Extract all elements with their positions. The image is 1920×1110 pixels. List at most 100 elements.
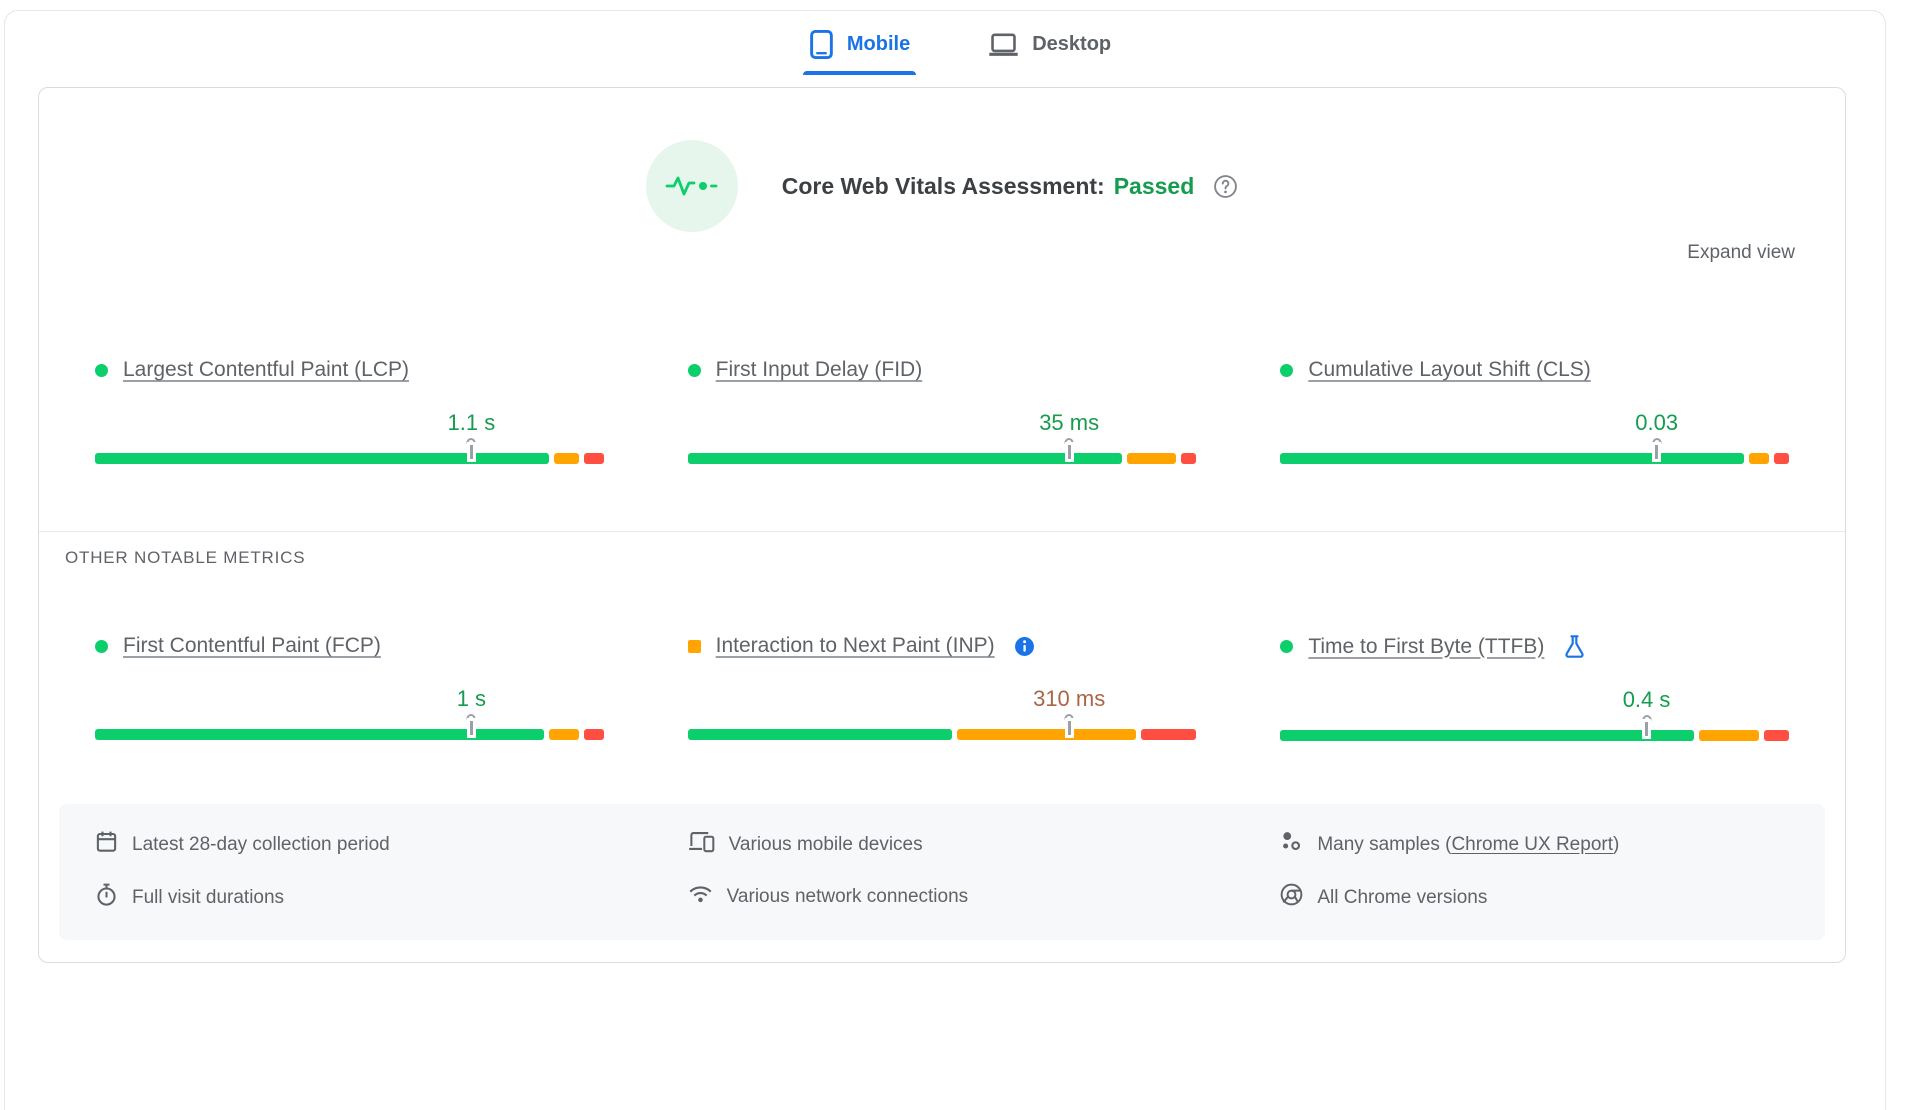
footnote-text: Full visit durations xyxy=(132,886,285,908)
footnote-samples: Many samples (Chrome UX Report) xyxy=(1280,830,1789,859)
metric-bullet xyxy=(95,363,108,377)
bar-percentile-marker xyxy=(1642,715,1652,724)
metric-value: 310 ms xyxy=(1033,686,1106,711)
bar-segment-red xyxy=(1141,729,1197,740)
core-metrics-row: Largest Contentful Paint (LCP) 1.1 s Fir… xyxy=(39,358,1845,464)
wifi-icon xyxy=(688,883,713,910)
tab-mobile[interactable]: Mobile xyxy=(802,26,917,75)
footnote-collection-period: Latest 28-day collection period xyxy=(95,830,604,859)
tab-desktop[interactable]: Desktop xyxy=(982,26,1117,75)
footnote-network-connections: Various network connections xyxy=(688,883,1197,910)
footnote-text: All Chrome versions xyxy=(1317,886,1488,908)
flask-icon[interactable] xyxy=(1563,634,1586,659)
bar-segment-green xyxy=(687,453,1122,464)
bar-segment-red xyxy=(1181,453,1197,464)
metric-bar xyxy=(1280,715,1789,741)
metric-bullet xyxy=(1280,640,1294,653)
bar-percentile-marker xyxy=(466,714,476,723)
bar-segment-green xyxy=(1280,453,1745,464)
info-icon[interactable] xyxy=(1014,636,1035,657)
bar-segment-orange xyxy=(1749,453,1770,464)
metric-value: 35 ms xyxy=(1039,410,1100,435)
metric-link-fcp[interactable]: First Contentful Paint (FCP) xyxy=(123,634,381,657)
assessment-status: Passed xyxy=(1113,172,1195,199)
help-icon[interactable] xyxy=(1213,174,1238,199)
metric-link-ttfb[interactable]: Time to First Byte (TTFB) xyxy=(1308,634,1545,658)
bar-segment-orange xyxy=(1126,453,1177,464)
metric-link-fid[interactable]: First Input Delay (FID) xyxy=(715,358,923,381)
metric-inp: Interaction to Next Paint (INP) 310 ms xyxy=(687,634,1197,741)
bar-segment-orange xyxy=(1699,730,1760,741)
expand-view-button[interactable]: Expand view xyxy=(1687,242,1795,263)
metric-cls: Cumulative Layout Shift (CLS) 0.03 xyxy=(1280,358,1789,464)
footnote-column: Latest 28-day collection period Full vis… xyxy=(95,830,604,912)
footnote-text-after: ) xyxy=(1613,833,1620,855)
metric-bar xyxy=(1280,438,1789,464)
metric-link-cls[interactable]: Cumulative Layout Shift (CLS) xyxy=(1308,358,1591,381)
metric-lcp: Largest Contentful Paint (LCP) 1.1 s xyxy=(95,358,604,464)
bar-segment-orange xyxy=(956,729,1137,740)
footnote-text: Various network connections xyxy=(726,885,969,907)
footnote-mobile-devices: Various mobile devices xyxy=(688,830,1197,859)
active-tab-indicator xyxy=(802,71,917,75)
footnote-text-before: Many samples ( xyxy=(1317,833,1452,855)
tab-label: Desktop xyxy=(1032,33,1112,55)
bar-segment-green xyxy=(1280,730,1695,741)
footnote-column: Various mobile devices Various network c… xyxy=(688,830,1197,912)
other-metrics-row: First Contentful Paint (FCP) 1 s Interac… xyxy=(39,634,1845,741)
metric-bar xyxy=(95,714,604,740)
bar-segment-red xyxy=(1764,730,1789,741)
metric-bullet xyxy=(687,363,701,377)
metric-bullet xyxy=(687,639,701,653)
footnote-column: Many samples (Chrome UX Report) All Chro… xyxy=(1280,830,1789,912)
metric-value: 1.1 s xyxy=(447,410,496,435)
metric-value: 0.03 xyxy=(1635,410,1679,435)
assessment-header: Core Web Vitals Assessment: Passed xyxy=(39,140,1845,232)
field-data-card: Core Web Vitals Assessment: Passed Expan… xyxy=(38,87,1846,963)
footnote-chrome-versions: All Chrome versions xyxy=(1280,883,1789,912)
other-metrics-heading: OTHER NOTABLE METRICS xyxy=(65,548,306,567)
metric-value: 0.4 s xyxy=(1622,687,1671,712)
bar-segment-green xyxy=(95,453,549,464)
devices-icon xyxy=(688,830,715,859)
chrome-icon xyxy=(1280,883,1303,912)
device-tab-bar: Mobile Desktop xyxy=(0,0,1920,75)
metric-bar xyxy=(687,438,1197,464)
footnote-text: Latest 28-day collection period xyxy=(132,833,390,855)
metric-bar xyxy=(95,438,604,464)
bar-segment-red xyxy=(583,453,604,464)
footnote-visit-durations: Full visit durations xyxy=(95,883,604,912)
metric-bar xyxy=(687,714,1197,740)
metric-value: 1 s xyxy=(456,686,487,711)
phone-icon xyxy=(809,30,834,59)
assessment-title: Core Web Vitals Assessment: Passed xyxy=(782,173,1239,200)
data-source-footnotes: Latest 28-day collection period Full vis… xyxy=(59,804,1825,940)
bar-segment-red xyxy=(1774,453,1789,464)
bar-segment-red xyxy=(583,729,604,740)
stopwatch-icon xyxy=(95,883,118,912)
samples-icon xyxy=(1280,830,1303,859)
bar-percentile-marker xyxy=(1064,438,1074,447)
assessment-title-text: Core Web Vitals Assessment: xyxy=(781,172,1105,199)
metric-link-lcp[interactable]: Largest Contentful Paint (LCP) xyxy=(123,358,409,381)
bar-segment-green xyxy=(687,729,952,740)
calendar-icon xyxy=(95,830,118,859)
metric-ttfb: Time to First Byte (TTFB) 0.4 s xyxy=(1280,634,1789,741)
footnote-text: Many samples (Chrome UX Report) xyxy=(1317,834,1619,856)
bar-segment-orange xyxy=(553,453,579,464)
tab-label: Mobile xyxy=(846,33,911,55)
metric-bullet xyxy=(95,639,108,653)
pagespeed-core-web-vitals-panel: { "tabs": [ { "label": "Mobile", "icon":… xyxy=(0,0,1920,1004)
metric-bullet xyxy=(1280,363,1294,377)
section-divider xyxy=(39,531,1845,532)
metric-fcp: First Contentful Paint (FCP) 1 s xyxy=(95,634,604,741)
bar-segment-green xyxy=(95,729,544,740)
bar-percentile-marker xyxy=(1652,438,1662,447)
metric-fid: First Input Delay (FID) 35 ms xyxy=(687,358,1197,464)
pulse-icon xyxy=(645,140,738,232)
bar-percentile-marker xyxy=(466,438,476,447)
bar-percentile-marker xyxy=(1064,714,1074,723)
footnote-text: Various mobile devices xyxy=(728,833,923,855)
metric-link-inp[interactable]: Interaction to Next Paint (INP) xyxy=(715,634,995,657)
chrome-ux-report-link[interactable]: Chrome UX Report xyxy=(1451,833,1613,855)
